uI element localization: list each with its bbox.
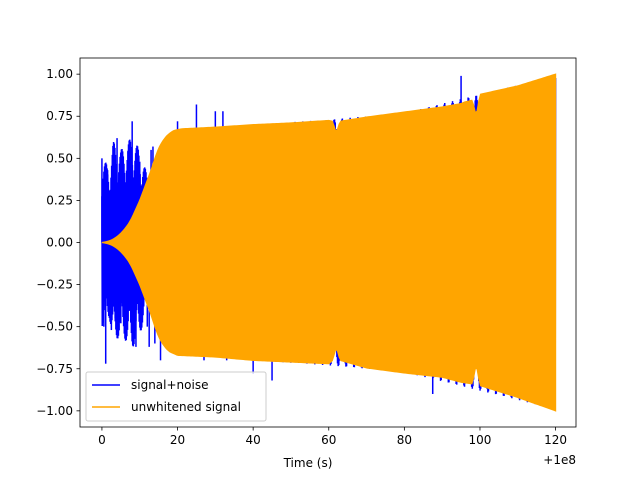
y-tick-label: −0.50: [36, 320, 73, 334]
y-tick-label: 0.25: [46, 193, 73, 207]
x-tick-label: 100: [469, 433, 492, 447]
series-unwhitened-signal: [101, 73, 557, 412]
x-tick-label: 20: [170, 433, 185, 447]
y-tick-label: −0.25: [36, 278, 73, 292]
y-tick-label: 0.75: [46, 109, 73, 123]
x-tick-label: 120: [544, 433, 567, 447]
y-tick-label: 0.00: [46, 236, 73, 250]
x-tick-label: 40: [246, 433, 261, 447]
y-tick-label: −0.75: [36, 362, 73, 376]
x-tick-label: 60: [321, 433, 336, 447]
legend-box: [85, 371, 267, 422]
legend-label-signal-noise: signal+noise: [131, 378, 208, 392]
axis-ticks: 0 20 40 60 80 100 120 1.00 0.75 0.50 0.25 0.00 −0.25…: [36, 67, 567, 447]
y-tick-label: −1.00: [36, 404, 73, 418]
legend: signal+noise unwhitened signal: [85, 371, 267, 422]
plot-area: [101, 73, 557, 412]
x-tick-label: 0: [98, 433, 106, 447]
y-tick-label: 1.00: [46, 67, 73, 81]
y-tick-label: 0.50: [46, 151, 73, 165]
x-axis-offset-label: +1e8: [543, 453, 576, 467]
x-axis-label: Time (s): [283, 456, 333, 470]
x-tick-label: 80: [397, 433, 412, 447]
legend-label-unwhitened-signal: unwhitened signal: [131, 400, 241, 414]
